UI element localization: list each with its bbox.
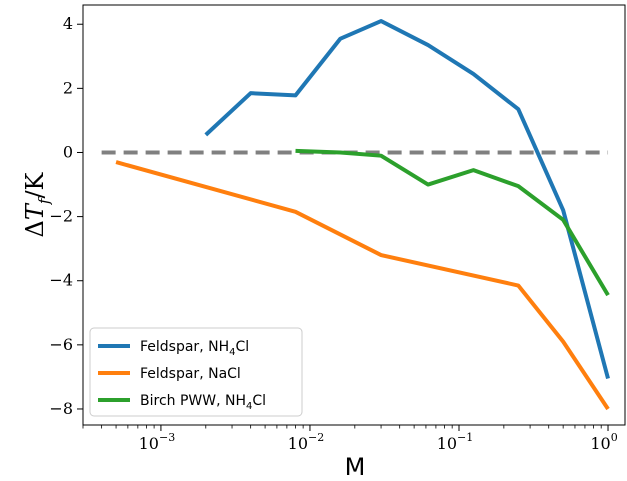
series-layer	[115, 19, 610, 411]
y-tick-label: −2	[49, 207, 73, 226]
x-axis-title: M	[345, 453, 366, 481]
plot-border	[82, 4, 626, 426]
x-tick-label: 10−2	[288, 431, 325, 453]
legend-label-0: Feldspar, NH4Cl	[140, 339, 249, 358]
x-tick-label: 100	[590, 431, 617, 453]
legend-box	[89, 327, 303, 417]
y-tick-label: −4	[49, 271, 73, 290]
y-axis-ticks: 4 2 0 −2 −4 −6 −8	[49, 14, 83, 418]
y-axis-title: ΔTf/K	[21, 171, 53, 237]
y-tick-label: 4	[63, 14, 73, 33]
x-tick-label: 10−3	[139, 431, 176, 453]
legend-label-2: Birch PWW, NH4Cl	[140, 393, 266, 412]
series-line-0	[204, 19, 610, 380]
legend-label-1: Feldspar, NaCl	[140, 366, 241, 382]
plot-frame	[82, 4, 626, 426]
x-tick-label: 10−1	[437, 431, 474, 453]
y-tick-label: 0	[63, 142, 73, 161]
y-tick-label: −6	[49, 335, 73, 354]
y-tick-label: −8	[49, 399, 73, 418]
series-line-1	[115, 160, 610, 411]
legend: Feldspar, NH4Cl Feldspar, NaCl Birch PWW, …	[89, 327, 303, 417]
x-axis-ticks: 10−3 10−2 10−1 100	[82, 425, 618, 453]
series-line-2	[295, 148, 610, 297]
y-tick-label: 2	[63, 78, 73, 97]
